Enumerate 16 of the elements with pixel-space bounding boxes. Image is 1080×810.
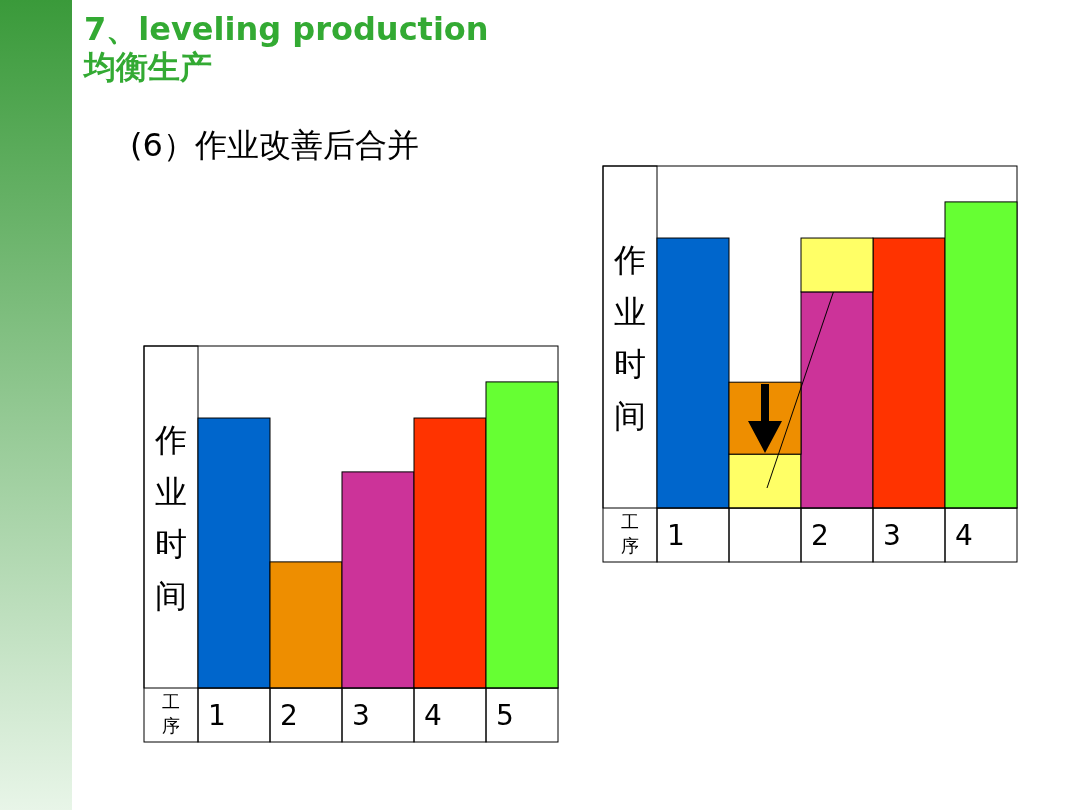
x-tick-label: 1	[667, 519, 685, 552]
chart-title: 7、leveling production	[84, 10, 489, 48]
x-tick-label: 3	[883, 519, 901, 552]
x-axis-title: 工序	[162, 691, 180, 736]
x-tick-label: 3	[352, 699, 370, 732]
x-tick-label: 4	[955, 519, 973, 552]
y-axis-title: 作业时间	[613, 241, 646, 435]
x-tick-label: 1	[208, 699, 226, 732]
x-tick-label: 2	[280, 699, 298, 732]
x-tick-label: 5	[496, 699, 514, 732]
text: (6）作业改善后合并	[130, 126, 419, 164]
x-tick-label: 2	[811, 519, 829, 552]
y-axis-title: 作业时间	[154, 421, 187, 615]
x-axis-title: 工序	[621, 511, 639, 556]
x-tick-label: 4	[424, 699, 442, 732]
chart-subtitle: 均衡生产	[82, 48, 212, 86]
